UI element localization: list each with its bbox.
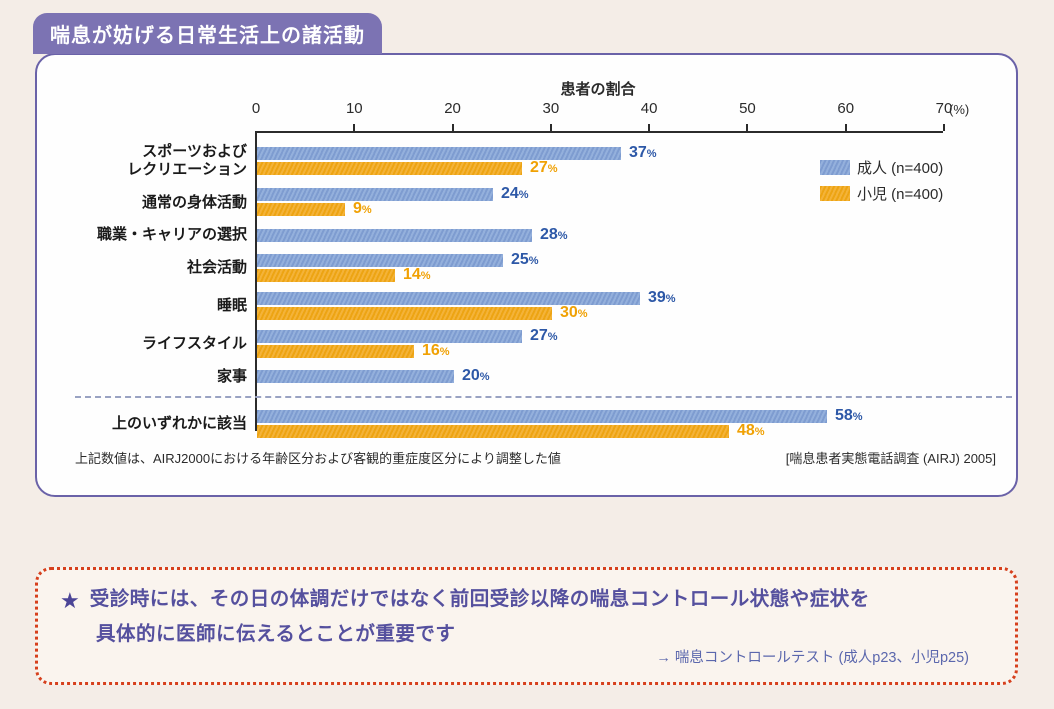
legend-swatch-child: [820, 186, 850, 201]
chart-panel: 患者の割合 0 10 20 30 40 50 60 70 (%) スポーツおよび レクリエーショ…: [35, 53, 1018, 497]
bar-group: 39% 30%: [257, 289, 1012, 322]
bar-child: [257, 345, 414, 359]
category-label: 職業・キャリアの選択: [96, 226, 247, 244]
note-text-line-1: 受診時には、その日の体調だけではなく前回受診以降の喘息コントロール状態や症状を: [89, 588, 870, 610]
bar-adult: [257, 228, 532, 242]
chart-row: 職業・キャリアの選択 28%: [75, 226, 1012, 244]
chart-row: 社会活動 25% 14%: [75, 251, 1012, 284]
chart-footnote: 上記数値は、AIRJ2000における年齢区分および客観的重症度区分により調整した…: [75, 451, 561, 466]
bar-value-label: 20%: [462, 367, 490, 385]
legend-label-child: 小児 (n=400): [857, 186, 944, 203]
axis-tick-label: 10: [345, 100, 363, 117]
axis-tick-mark: [549, 124, 552, 131]
source-citation: [喘息患者実態電話調査 (AIRJ) 2005]: [785, 451, 996, 466]
chart-row: 通常の身体活動 24% 9%: [75, 185, 1012, 218]
page-title: 喘息が妨げる日常生活上の諸活動: [50, 25, 365, 47]
axis-title: 患者の割合: [560, 81, 636, 98]
bar-adult: [257, 330, 522, 344]
bar-child: [257, 269, 395, 283]
axis-tick-label: 40: [640, 100, 658, 117]
category-label: スポーツおよび レクリエーション: [127, 143, 247, 178]
bar-value-label: 25%: [511, 251, 539, 269]
bar-child: [257, 161, 522, 175]
bar-value-label: 58%: [835, 406, 863, 424]
bar-value-label: 24%: [501, 185, 529, 203]
chart-row: スポーツおよび レクリエーション 37% 27%: [75, 143, 1012, 178]
bar-child: [257, 424, 729, 438]
chart-rows: スポーツおよび レクリエーション 37% 27% 通常の身体活動 24% 9% 職業・キャリア…: [75, 143, 1012, 448]
category-label: 睡眠: [216, 297, 247, 315]
axis-tick-label: 70: [935, 100, 953, 117]
legend-row-adult: 成人 (n=400): [820, 157, 943, 178]
bar-value-label: 27%: [530, 158, 558, 176]
category-label: 社会活動: [186, 259, 247, 277]
bar-adult: [257, 188, 493, 202]
axis-unit-label: (%): [949, 102, 970, 117]
legend-swatch-adult: [820, 160, 850, 175]
header-banner: 喘息が妨げる日常生活上の諸活動: [33, 13, 382, 54]
bar-value-label: 48%: [737, 421, 765, 439]
bar-child: [257, 203, 345, 217]
axis-tick-label: 30: [542, 100, 560, 117]
axis-tick-mark: [844, 124, 847, 131]
bar-adult: [257, 254, 503, 268]
bar-value-label: 16%: [422, 342, 450, 360]
bar-group: 58% 48%: [257, 406, 1012, 439]
bar-adult: [257, 146, 621, 160]
axis-tick-label: 0: [251, 100, 261, 117]
axis-tick-mark: [648, 124, 651, 131]
axis-tick-mark: [943, 124, 945, 131]
note-line-1: ★ 受診時には、その日の体調だけではなく前回受診以降の喘息コントロール状態や症状…: [60, 587, 870, 615]
bar-value-label: 28%: [540, 225, 568, 243]
axis-line: [255, 131, 943, 133]
axis-tick-label: 20: [444, 100, 461, 117]
bar-value-label: 14%: [403, 266, 431, 284]
bar-adult: [257, 292, 640, 306]
note-reference: → 喘息コントロールテスト (成人p23、小児p25): [656, 650, 969, 666]
chart-row: 睡眠 39% 30%: [75, 289, 1012, 322]
legend-row-child: 小児 (n=400): [820, 183, 943, 204]
axis-tick-mark: [451, 124, 454, 131]
axis-baseline: [255, 131, 257, 431]
bar-adult: [257, 370, 454, 384]
category-label: ライフスタイル: [141, 335, 247, 353]
bar-adult: [257, 409, 827, 423]
chart-row: ライフスタイル 27% 16%: [75, 327, 1012, 360]
chart-divider: [75, 395, 1012, 398]
note-text-line-2: 具体的に医師に伝えるとことが重要です: [96, 623, 456, 645]
axis-tick-label: 50: [739, 100, 756, 117]
bar-group: 28%: [257, 225, 1012, 243]
bar-value-label: 27%: [530, 327, 558, 345]
chart-row: 家事 20%: [75, 368, 1012, 386]
star-icon: ★: [60, 588, 80, 613]
legend: 成人 (n=400) 小児 (n=400): [820, 157, 943, 204]
bar-group: 24% 9%: [257, 185, 1012, 218]
note-box: ★ 受診時には、その日の体調だけではなく前回受診以降の喘息コントロール状態や症状…: [35, 567, 1018, 685]
category-label: 上のいずれかに該当: [111, 414, 247, 432]
bar-group: 20%: [257, 367, 1012, 385]
bar-value-label: 39%: [648, 289, 676, 307]
bar-group: 27% 16%: [257, 327, 1012, 360]
axis-tick-label: 60: [837, 100, 855, 117]
bar-value-label: 37%: [629, 143, 657, 161]
category-label: 通常の身体活動: [141, 193, 247, 211]
legend-label-adult: 成人 (n=400): [857, 160, 944, 177]
category-label: 家事: [216, 368, 247, 386]
bar-child: [257, 307, 552, 321]
axis-tick-mark: [746, 124, 749, 131]
bar-group: 37% 27%: [257, 143, 1012, 176]
bar-group: 25% 14%: [257, 251, 1012, 284]
chart-row: 上のいずれかに該当 58% 48%: [75, 406, 1012, 439]
axis-tick-mark: [353, 124, 356, 131]
bar-value-label: 30%: [560, 304, 588, 322]
bar-value-label: 9%: [353, 200, 372, 218]
